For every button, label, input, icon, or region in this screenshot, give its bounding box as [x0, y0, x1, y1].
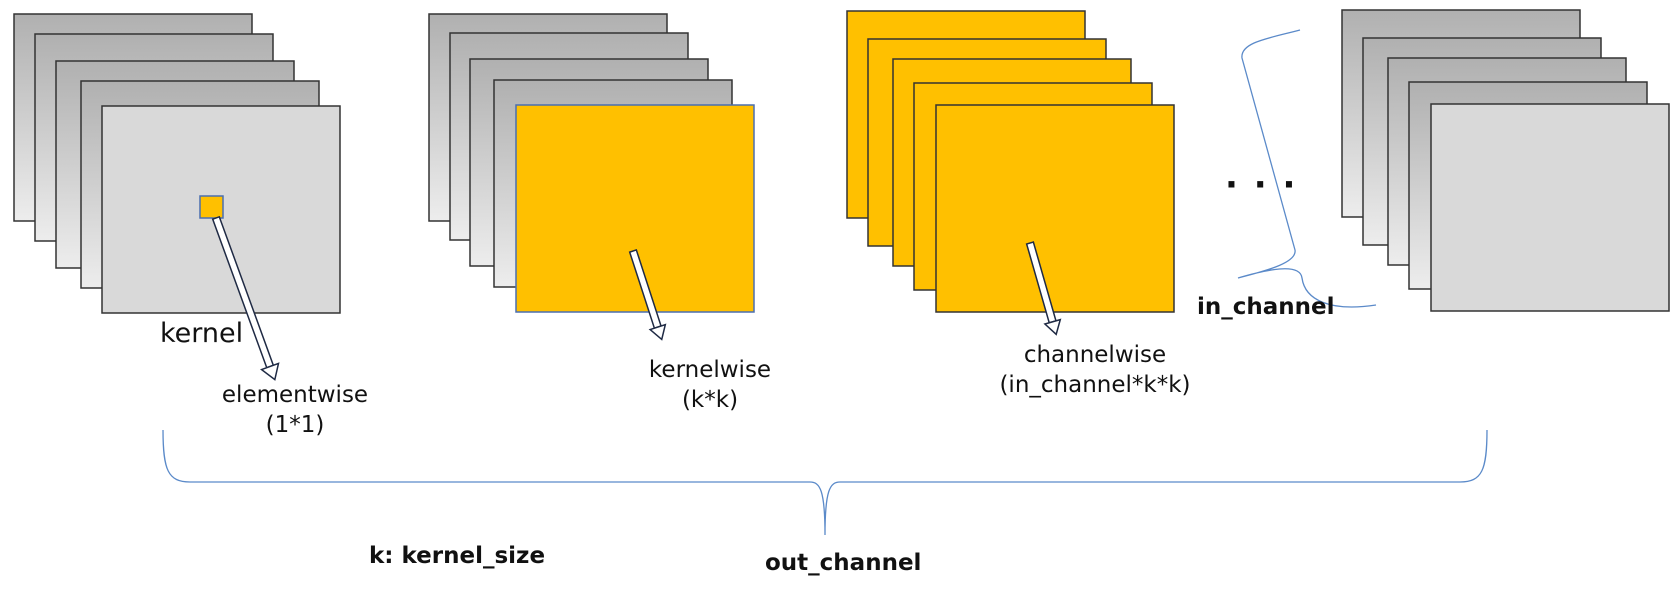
kernelwise-text: kernelwise: [648, 357, 772, 383]
stack-kernelwise: [428, 13, 755, 341]
kernel-label: kernel: [160, 318, 244, 349]
kernel-size-note: k: kernel_size: [369, 543, 546, 569]
channelwise-label: channelwise (in_channel*k*k): [985, 340, 1205, 400]
channelwise-text: channelwise: [1023, 342, 1167, 368]
in-channel-label: in_channel: [1197, 294, 1335, 320]
kernelwise-size: (k*k): [681, 387, 739, 413]
elementwise-label: elementwise (1*1): [205, 380, 385, 440]
channelwise-size: (in_channel*k*k): [999, 372, 1191, 398]
out-channel-brace: [162, 429, 1488, 536]
ellipsis: · · ·: [1225, 165, 1298, 205]
out-channel-label: out_channel: [765, 550, 922, 576]
stack-last-channel: [1341, 9, 1670, 312]
kernelwise-label: kernelwise (k*k): [620, 355, 800, 415]
elementwise-text: elementwise: [221, 382, 369, 408]
channel-plane-front: [1430, 103, 1670, 312]
element-highlight: [199, 195, 224, 219]
arrow-elementwise: [211, 215, 280, 381]
elementwise-size: (1*1): [265, 412, 325, 438]
in-channel-brace: [1237, 29, 1377, 308]
channel-highlight-front: [935, 104, 1175, 313]
kernel-highlight: [515, 104, 755, 313]
arrow-kernelwise: [628, 248, 667, 341]
arrow-channelwise: [1025, 241, 1062, 336]
stack-channelwise: [846, 10, 1175, 336]
stack-elementwise: [13, 13, 341, 381]
